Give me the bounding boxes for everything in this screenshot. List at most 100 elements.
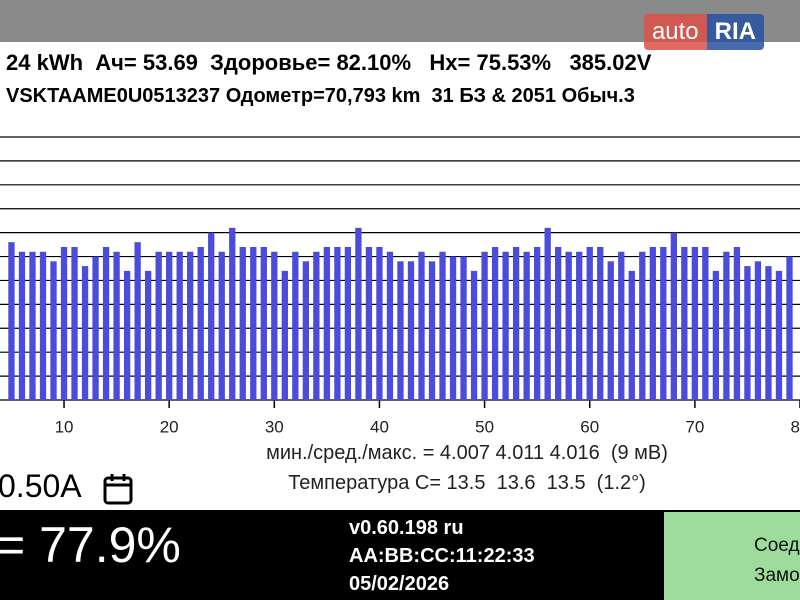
- bar: [155, 251, 162, 400]
- x-tick-label: 10: [55, 417, 74, 436]
- temperature-stats: Температура С= 13.5 13.6 13.5 (1.2°): [288, 472, 646, 494]
- vehicle-info: VSKTAAME0U0513237 Одометр=70,793 km 31 Б…: [6, 85, 635, 107]
- bar: [229, 227, 236, 400]
- bar: [123, 270, 131, 400]
- bar: [197, 246, 204, 400]
- watermark-ria: RIA: [706, 14, 764, 50]
- bar: [418, 251, 425, 400]
- mac-address: AA:BB:CC:11:22:33: [349, 545, 535, 567]
- bar: [218, 251, 225, 400]
- bar: [39, 251, 47, 400]
- bar: [754, 261, 762, 400]
- bar: [187, 251, 194, 400]
- x-tick-label: 50: [475, 417, 494, 436]
- bar: [302, 261, 310, 400]
- bar: [344, 246, 352, 400]
- version: v0.60.198 ru: [349, 517, 464, 539]
- bar: [597, 246, 604, 400]
- bar: [81, 266, 89, 400]
- bar: [397, 261, 404, 400]
- bar: [355, 227, 362, 400]
- bar: [681, 246, 688, 400]
- bar: [239, 246, 246, 400]
- x-tick-label: 30: [265, 417, 284, 436]
- bar: [386, 251, 394, 400]
- bar: [102, 246, 110, 400]
- bar: [176, 251, 183, 400]
- bar: [660, 246, 667, 400]
- x-tick-label: 40: [370, 417, 389, 436]
- bar: [166, 251, 173, 400]
- bar: [134, 242, 141, 400]
- bar: [144, 270, 152, 400]
- bar: [733, 246, 741, 400]
- bar: [576, 251, 583, 400]
- bar: [481, 251, 488, 400]
- bar: [744, 266, 751, 400]
- connect-button[interactable]: [664, 512, 800, 600]
- bar: [428, 261, 436, 400]
- bar: [18, 251, 26, 400]
- bar: [470, 270, 478, 400]
- bar: [618, 251, 625, 400]
- bar: [449, 256, 457, 400]
- bar: [502, 251, 509, 400]
- x-tick-label: 20: [160, 417, 179, 436]
- calendar-icon[interactable]: [102, 472, 134, 506]
- bar: [565, 251, 572, 400]
- x-tick-label: 80: [791, 417, 800, 436]
- bar: [765, 266, 772, 400]
- bar: [323, 246, 331, 400]
- bar: [533, 246, 541, 400]
- bar: [712, 270, 720, 400]
- battery-summary: 24 kWh Ач= 53.69 Здоровье= 82.10% Нх= 75…: [6, 50, 652, 75]
- bar: [281, 270, 288, 400]
- bar: [702, 246, 709, 400]
- bar: [376, 246, 383, 400]
- bar: [555, 246, 562, 400]
- bar: [512, 246, 520, 400]
- cell-voltage-chart: 10 20 30 40 50 60 70 80: [0, 136, 800, 436]
- bar: [607, 261, 614, 400]
- bar: [439, 251, 446, 400]
- bar: [775, 270, 783, 400]
- bar: [628, 270, 635, 400]
- watermark: auto RIA: [643, 12, 764, 52]
- bar: [250, 246, 257, 400]
- bar: [544, 227, 551, 400]
- x-tick-label: 70: [685, 417, 704, 436]
- state-of-charge: = 77.9%: [0, 517, 181, 573]
- bar: [649, 246, 656, 400]
- date: 05/02/2026: [349, 573, 450, 595]
- current: 0.50A: [0, 468, 82, 504]
- bar: [60, 246, 68, 400]
- bar: [29, 251, 36, 400]
- bar: [586, 246, 593, 400]
- watermark-auto: auto: [643, 14, 707, 50]
- bar: [208, 232, 215, 400]
- bar: [271, 251, 278, 400]
- bar: [313, 251, 320, 400]
- bar: [670, 232, 677, 400]
- bar: [334, 246, 341, 400]
- bar: [691, 246, 699, 400]
- bar: [786, 256, 793, 400]
- bar: [407, 261, 415, 400]
- bar: [260, 246, 267, 400]
- bar: [639, 251, 646, 400]
- x-tick-label: 60: [580, 417, 599, 436]
- bar: [71, 246, 78, 400]
- bar: [50, 261, 57, 400]
- bar: [8, 242, 15, 400]
- voltage-stats: мин./сред./макс. = 4.007 4.011 4.016 (9 …: [266, 442, 668, 464]
- button-label[interactable]: Замор: [754, 565, 800, 586]
- bar: [723, 251, 730, 400]
- bar: [292, 251, 299, 400]
- button-label[interactable]: Соед: [754, 535, 800, 556]
- bar: [523, 251, 530, 400]
- bar: [460, 256, 467, 400]
- bar: [365, 246, 373, 400]
- bar: [92, 256, 99, 400]
- bar: [491, 246, 499, 400]
